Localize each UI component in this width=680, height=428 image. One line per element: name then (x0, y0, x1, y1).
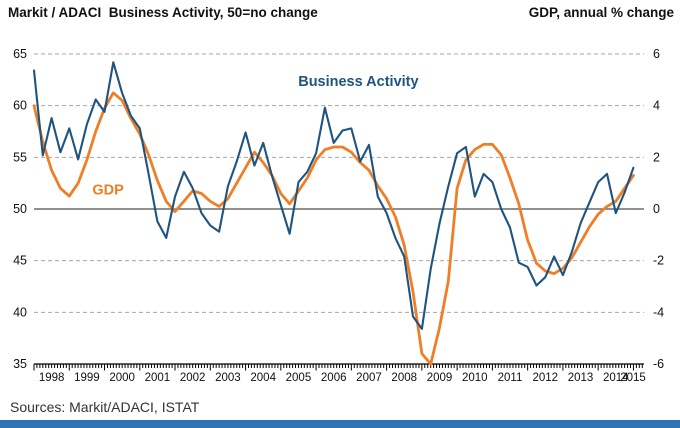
chart-titles: Markit / ADACI Business Activity, 50=no … (8, 5, 674, 20)
left-axis-label: 50 (13, 202, 27, 216)
right-axis-label: 4 (653, 99, 660, 113)
left-axis-label: 35 (13, 357, 27, 371)
x-year-label: 2010 (462, 372, 488, 384)
business-activity-line (32, 61, 635, 330)
right-axis-label: -2 (653, 254, 664, 268)
x-year-label: 2006 (321, 372, 347, 384)
line-chart: 1998 1999 2000 2001 2002 2003 2004 2005 2006 2007… (13, 47, 664, 384)
footer-accent-bar (0, 420, 680, 428)
x-year-label: 2015 (620, 372, 646, 384)
x-year-label: 2013 (568, 372, 594, 384)
x-year-label: 2008 (391, 372, 417, 384)
x-year-label: 1999 (74, 372, 100, 384)
left-axis-label: 60 (13, 99, 27, 113)
title-right: GDP, annual % change (528, 5, 674, 20)
right-axis-label: 6 (653, 47, 660, 61)
x-year-label: 2000 (109, 372, 135, 384)
x-year-label: 2003 (215, 372, 241, 384)
x-year-label: 2002 (180, 372, 206, 384)
x-year-label: 2009 (427, 372, 453, 384)
left-axis-label: 65 (13, 47, 27, 61)
right-axis-label: 0 (653, 202, 660, 216)
right-axis-label: 2 (653, 150, 660, 164)
sources-note: Sources: Markit/ADACI, ISTAT (10, 399, 200, 415)
x-year-label: 2004 (250, 372, 276, 384)
x-year-label: 2011 (498, 372, 523, 384)
right-axis-label: -6 (653, 357, 664, 371)
left-axis-label: 55 (13, 150, 27, 164)
series-label: Business Activity (298, 74, 418, 90)
gdp-line (32, 91, 635, 366)
right-axis-label: -4 (653, 305, 664, 319)
left-axis-label: 45 (13, 254, 27, 268)
left-axis-label: 40 (13, 305, 27, 319)
x-year-label: 2007 (356, 372, 382, 384)
title-left: Markit / ADACI Business Activity, 50=no … (8, 5, 318, 20)
x-year-label: 2012 (532, 372, 558, 384)
x-year-label: 2005 (286, 372, 312, 384)
x-year-label: 1998 (39, 372, 65, 384)
series-label: GDP (92, 182, 124, 198)
x-year-label: 2001 (145, 372, 171, 384)
x-year-label: 2014 (603, 372, 629, 384)
